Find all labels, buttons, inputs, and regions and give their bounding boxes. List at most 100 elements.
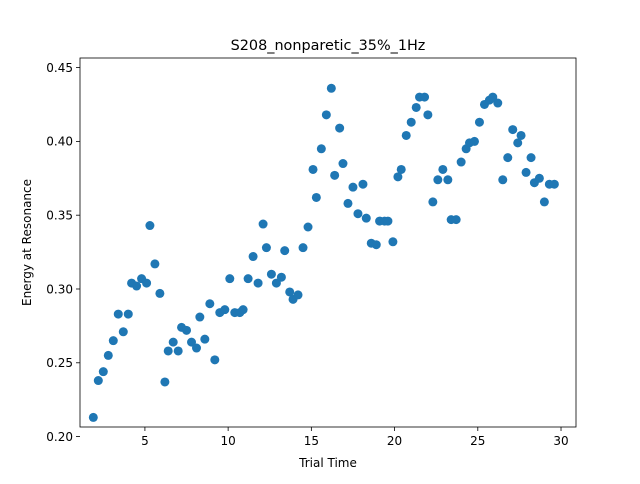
data-point-25 <box>205 299 215 309</box>
data-point-75 <box>433 175 443 185</box>
data-point-16 <box>163 346 173 356</box>
y-tick-label-3: 0.35 <box>46 208 73 222</box>
y-tick-label-2: 0.30 <box>46 282 73 296</box>
x-tick-label-0: 5 <box>141 434 149 448</box>
x-tick-label-2: 15 <box>304 434 319 448</box>
data-point-42 <box>285 287 295 297</box>
plot-frame <box>79 57 577 428</box>
data-point-38 <box>266 269 276 279</box>
data-point-100 <box>549 179 559 189</box>
data-point-9 <box>132 281 142 291</box>
data-point-39 <box>271 278 281 288</box>
data-point-23 <box>195 312 205 322</box>
chart-title: S208_nonparetic_35%_1Hz <box>231 38 426 54</box>
data-point-29 <box>225 274 235 284</box>
data-point-58 <box>358 179 368 189</box>
data-point-59 <box>361 213 371 223</box>
data-point-51 <box>326 83 336 93</box>
data-point-87 <box>488 92 498 102</box>
y-tick-label-1: 0.25 <box>46 356 73 370</box>
data-point-13 <box>150 259 160 269</box>
data-point-49 <box>316 144 326 154</box>
y-tick-label-4: 0.40 <box>46 135 73 149</box>
data-point-68 <box>401 130 411 140</box>
x-axis-ticks: 5 10 15 20 25 30 <box>141 427 569 448</box>
data-point-45 <box>298 243 308 253</box>
data-point-94 <box>521 167 531 177</box>
data-point-70 <box>411 102 421 112</box>
data-point-44 <box>293 290 303 300</box>
data-point-64 <box>383 216 393 226</box>
data-point-67 <box>396 164 406 174</box>
data-point-79 <box>451 215 461 225</box>
y-axis-label: Energy at Resonance <box>20 179 34 306</box>
data-point-48 <box>311 192 321 202</box>
data-point-93 <box>516 130 526 140</box>
x-tick-label-5: 30 <box>553 434 568 448</box>
x-tick-label-1: 10 <box>220 434 235 448</box>
data-point-35 <box>253 278 263 288</box>
y-axis-ticks: 0.20 0.25 0.30 0.35 0.40 0.45 <box>46 61 80 444</box>
data-point-56 <box>348 182 358 192</box>
data-point-14 <box>155 288 165 298</box>
data-point-69 <box>406 117 416 127</box>
data-point-18 <box>173 346 183 356</box>
data-point-83 <box>469 136 479 146</box>
data-point-91 <box>508 125 518 135</box>
data-point-74 <box>428 197 438 207</box>
data-point-32 <box>238 305 248 315</box>
data-point-72 <box>420 92 430 102</box>
data-point-90 <box>503 153 513 163</box>
data-point-57 <box>353 209 363 219</box>
data-point-92 <box>513 138 523 148</box>
data-point-21 <box>187 337 197 347</box>
data-point-46 <box>303 222 313 232</box>
data-point-47 <box>308 164 318 174</box>
data-point-34 <box>248 252 258 262</box>
data-point-2 <box>98 367 108 377</box>
x-axis-label: Trial Time <box>298 456 357 470</box>
data-point-11 <box>142 278 152 288</box>
data-point-95 <box>526 153 536 163</box>
data-point-54 <box>338 159 348 169</box>
data-point-4 <box>108 336 118 346</box>
data-point-36 <box>258 219 268 229</box>
data-point-88 <box>493 98 503 108</box>
data-point-89 <box>498 175 508 185</box>
data-point-37 <box>261 243 271 253</box>
data-point-73 <box>423 110 433 120</box>
data-point-77 <box>443 175 453 185</box>
data-point-53 <box>335 123 345 133</box>
data-point-41 <box>280 246 290 256</box>
data-point-12 <box>145 221 155 231</box>
data-point-1 <box>93 376 103 386</box>
data-point-65 <box>388 237 398 247</box>
data-point-33 <box>243 274 253 284</box>
y-tick-label-0: 0.20 <box>46 430 73 444</box>
data-point-80 <box>456 157 466 167</box>
data-point-24 <box>200 334 210 344</box>
data-point-3 <box>103 350 113 360</box>
data-point-55 <box>343 198 353 208</box>
data-point-76 <box>438 164 448 174</box>
data-point-50 <box>321 110 331 120</box>
data-point-40 <box>276 272 286 282</box>
data-point-15 <box>160 377 170 387</box>
data-point-22 <box>192 343 202 353</box>
data-point-7 <box>123 309 133 319</box>
data-point-17 <box>168 337 178 347</box>
data-point-98 <box>539 197 549 207</box>
x-tick-label-3: 20 <box>387 434 402 448</box>
data-point-6 <box>118 327 128 337</box>
data-point-97 <box>534 173 544 183</box>
y-tick-label-5: 0.45 <box>46 61 73 75</box>
data-point-28 <box>220 305 230 315</box>
data-point-84 <box>474 117 484 127</box>
data-point-5 <box>113 309 123 319</box>
data-point-61 <box>371 240 381 250</box>
data-point-26 <box>210 355 220 365</box>
data-points <box>88 83 559 422</box>
